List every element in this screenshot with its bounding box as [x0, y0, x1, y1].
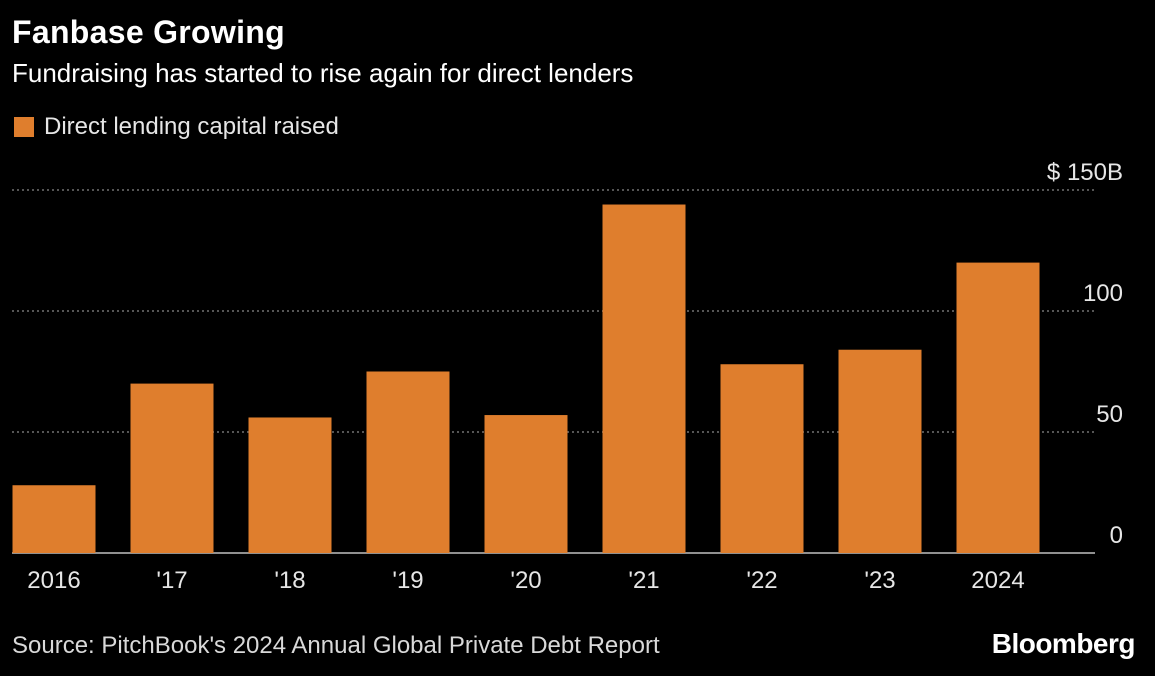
- brand-logo: Bloomberg: [991, 628, 1136, 659]
- y-tick-label: $ 150B: [1047, 159, 1123, 186]
- x-tick-label: 2024: [971, 567, 1024, 594]
- source-note: Source: PitchBook's 2024 Annual Global P…: [12, 632, 660, 659]
- y-tick-label: 100: [1083, 280, 1123, 307]
- x-tick-label: '17: [156, 567, 187, 594]
- chart-title: Fanbase Growing: [12, 14, 285, 50]
- bars: [12, 204, 1040, 553]
- chart-subtitle: Fundraising has started to rise again fo…: [12, 58, 634, 88]
- x-tick-label: '22: [746, 567, 777, 594]
- x-tick-label: '19: [392, 567, 423, 594]
- bar: [484, 415, 568, 553]
- y-tick-label: 0: [1110, 522, 1123, 549]
- x-tick-label: '18: [274, 567, 305, 594]
- bar: [130, 383, 214, 553]
- legend-swatch: [14, 117, 34, 137]
- x-tick-label: '20: [510, 567, 541, 594]
- y-axis-ticks: 0 50 100 $ 150B: [1047, 159, 1123, 549]
- bar: [720, 364, 804, 553]
- bar: [602, 204, 686, 553]
- bar: [12, 485, 96, 553]
- legend: Direct lending capital raised: [14, 113, 339, 141]
- x-tick-label: 2016: [27, 567, 80, 594]
- bar: [366, 371, 450, 553]
- legend-label: Direct lending capital raised: [44, 113, 339, 140]
- bar: [838, 349, 922, 553]
- x-axis-ticks: 2016 '17 '18 '19 '20 '21 '22 '23 2024: [27, 567, 1024, 594]
- x-tick-label: '21: [628, 567, 659, 594]
- x-tick-label: '23: [864, 567, 895, 594]
- bar: [956, 262, 1040, 553]
- y-tick-label: 50: [1096, 401, 1123, 428]
- bar: [248, 417, 332, 553]
